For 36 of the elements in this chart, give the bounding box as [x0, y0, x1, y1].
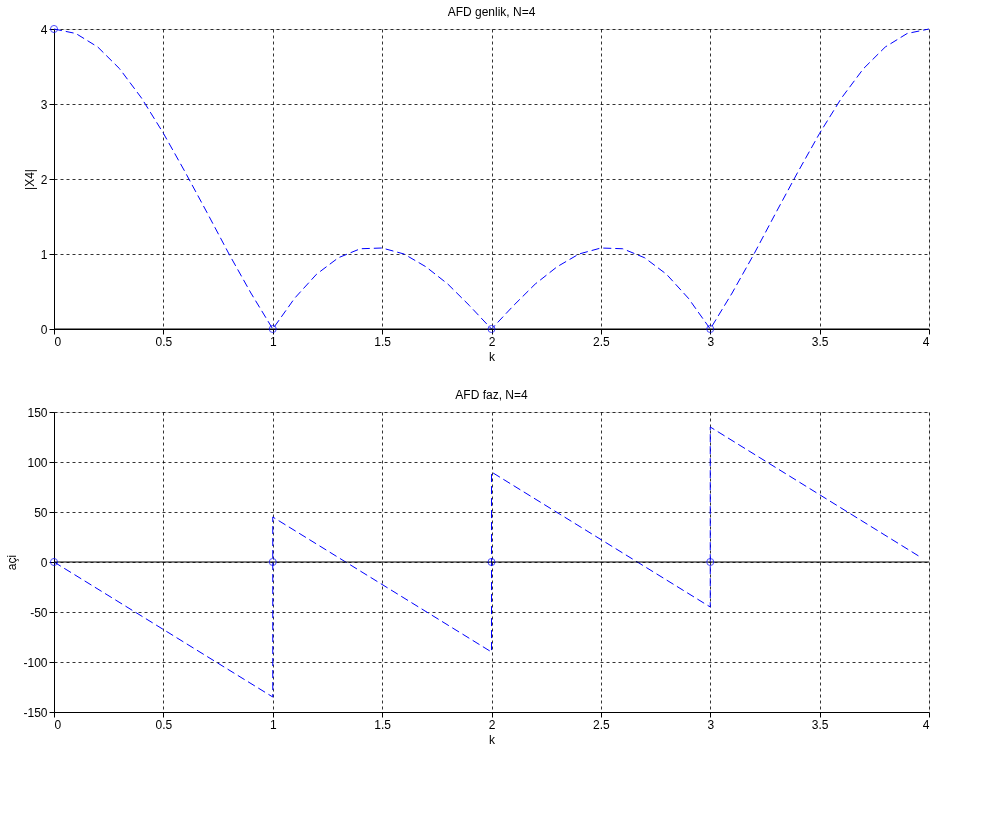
- x-tick-label: 3.5: [811, 334, 829, 349]
- x-tick-label: 0: [54, 717, 62, 732]
- y-tick-label: 150: [27, 405, 48, 420]
- x-tick-label: 2: [488, 334, 496, 349]
- x-tick-label: 4: [922, 334, 930, 349]
- x-tick-label: 0.5: [155, 717, 173, 732]
- x-tick-label: 2.5: [593, 334, 611, 349]
- y-tick-label: 0: [40, 322, 48, 337]
- x-tick-label: 1: [269, 334, 277, 349]
- y-tick-label: -100: [23, 655, 48, 670]
- chart-title: AFD faz, N=4: [455, 388, 528, 402]
- y-tick-label: 3: [40, 97, 48, 112]
- x-tick-label: 1.5: [374, 717, 392, 732]
- y-tick-label: 1: [40, 247, 48, 262]
- x-tick-label: 1: [269, 717, 277, 732]
- x-tick-label: 2.5: [593, 717, 611, 732]
- chart-title: AFD genlik, N=4: [447, 5, 536, 19]
- x-tick-label: 1.5: [374, 334, 392, 349]
- y-axis-title: |X4|: [22, 169, 37, 190]
- y-tick-label: 4: [40, 22, 48, 37]
- x-tick-label: 0.5: [155, 334, 173, 349]
- y-tick-label: -50: [30, 605, 48, 620]
- y-tick-label: 2: [40, 172, 48, 187]
- x-tick-label: 3.5: [811, 717, 829, 732]
- x-tick-label: 2: [488, 717, 496, 732]
- x-tick-label: 0: [54, 334, 62, 349]
- x-tick-label: 3: [707, 717, 715, 732]
- y-axis-title: açi: [5, 554, 20, 571]
- y-tick-label: -150: [23, 705, 48, 720]
- x-axis-title: k: [489, 349, 496, 364]
- y-tick-label: 50: [34, 505, 48, 520]
- y-tick-label: 100: [27, 455, 48, 470]
- x-tick-label: 4: [922, 717, 930, 732]
- y-tick-label: 0: [40, 555, 48, 570]
- x-axis-title: k: [489, 732, 496, 747]
- x-tick-label: 3: [707, 334, 715, 349]
